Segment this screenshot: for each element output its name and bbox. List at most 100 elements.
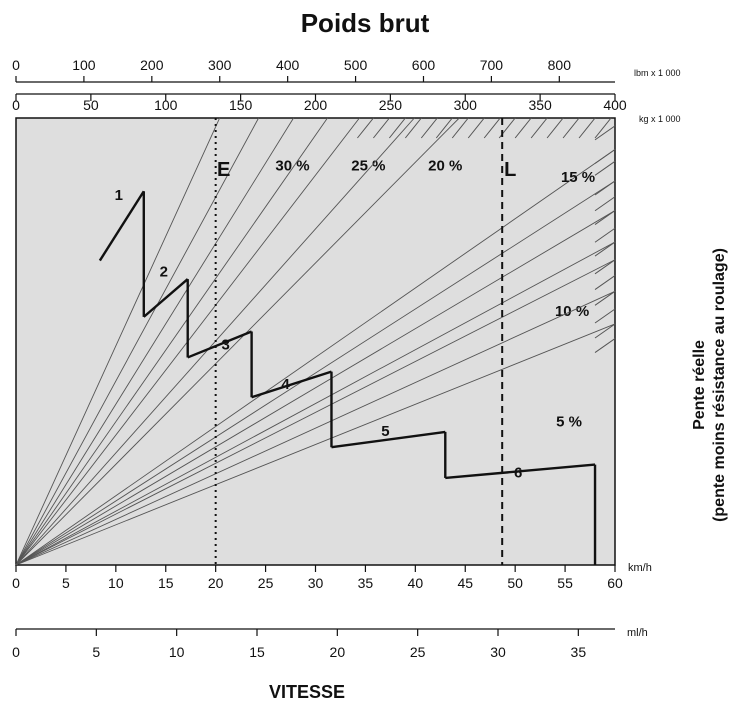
lbm-tick-label: 0 <box>12 57 20 73</box>
gear-curve-1 <box>98 190 145 262</box>
gear-curve-3 <box>187 330 253 359</box>
y-axis-title: Pente réelle (pente moins résistance au … <box>691 248 728 522</box>
kg-tick-label: 350 <box>528 97 552 113</box>
kg-tick-label: 100 <box>154 97 178 113</box>
mph-tick-label: 5 <box>92 644 100 660</box>
marker-label-E: E <box>217 159 230 181</box>
grade-line <box>15 149 616 566</box>
axis-lbm-unit: lbm x 1 000 <box>634 68 681 78</box>
grade-line <box>15 117 460 566</box>
right-tick <box>594 290 616 306</box>
kg-tick-label: 0 <box>12 97 20 113</box>
kmh-tick-label: 50 <box>507 575 523 591</box>
grade-label: 20 % <box>428 157 462 174</box>
gear-label: 2 <box>160 264 168 281</box>
lbm-tick-label: 500 <box>344 57 368 73</box>
kmh-tick-label: 25 <box>258 575 274 591</box>
lbm-tick-label: 100 <box>72 57 96 73</box>
right-tick <box>594 338 616 353</box>
grade-line <box>15 259 616 566</box>
gear-label: 6 <box>514 464 522 481</box>
axis-lbm: lbm x 1 000 0 100 200 300 400 500 600 700 800 <box>12 57 681 83</box>
kmh-tick-label: 0 <box>12 575 20 591</box>
kmh-tick-label: 30 <box>308 575 324 591</box>
top-tick <box>404 117 422 139</box>
kg-tick-label: 300 <box>454 97 478 113</box>
top-tick <box>451 117 469 139</box>
mph-tick-label: 0 <box>12 644 20 660</box>
grade-line <box>15 117 259 566</box>
top-tick <box>546 117 564 139</box>
grade-line <box>15 117 294 566</box>
gear-curve-6 <box>445 463 596 480</box>
lbm-tick-label: 700 <box>480 57 504 73</box>
right-tick <box>594 149 616 164</box>
kmh-tick-label: 10 <box>108 575 124 591</box>
gear-label: 5 <box>381 423 389 440</box>
gear-curve-4 <box>251 370 332 399</box>
right-tick <box>594 125 616 141</box>
right-tick <box>594 227 616 243</box>
mph-tick-label: 35 <box>571 644 587 660</box>
y-axis-title-line2: (pente moins résistance au roulage) <box>711 248 728 522</box>
grade-line <box>15 117 221 566</box>
mph-tick-label: 15 <box>249 644 265 660</box>
gear-curve-5 <box>331 430 446 449</box>
mph-tick-label: 30 <box>490 644 506 660</box>
grade-line <box>15 180 616 566</box>
top-tick <box>530 117 548 139</box>
top-tick <box>514 117 532 139</box>
right-grade-ticks <box>357 117 616 353</box>
grade-line <box>15 241 616 566</box>
grade-label: 15 % <box>561 169 595 186</box>
right-tick <box>594 210 616 225</box>
axis-kmh: km/h 0 5 10 15 20 25 30 35 40 45 50 55 60 <box>12 562 652 591</box>
top-tick <box>388 117 406 139</box>
x-axis-title: VITESSE <box>269 682 345 702</box>
kg-tick-label: 50 <box>83 97 99 113</box>
grade-label: 30 % <box>275 157 309 174</box>
grade-label: 25 % <box>351 157 385 174</box>
top-tick <box>594 117 612 139</box>
grade-lines: 30 % 25 % 20 %15 %10 %5 % <box>15 117 616 566</box>
top-tick <box>578 117 596 139</box>
kmh-tick-label: 35 <box>358 575 374 591</box>
lbm-tick-label: 400 <box>276 57 300 73</box>
right-tick <box>594 259 616 275</box>
right-tick <box>594 275 616 290</box>
kg-tick-label: 200 <box>304 97 328 113</box>
mph-tick-label: 20 <box>330 644 346 660</box>
marker-label-L: L <box>504 159 516 181</box>
kg-tick-label: 400 <box>603 97 627 113</box>
kmh-tick-label: 40 <box>408 575 424 591</box>
top-tick <box>467 117 485 139</box>
top-tick <box>357 117 374 139</box>
y-axis-title-line1: Pente réelle <box>691 340 708 430</box>
kmh-tick-label: 15 <box>158 575 174 591</box>
gear-label: 1 <box>115 187 123 204</box>
kmh-tick-label: 5 <box>62 575 70 591</box>
axis-mph: ml/h 0 5 10 15 20 25 30 35 <box>12 627 648 660</box>
right-tick <box>594 323 616 339</box>
axis-kmh-unit: km/h <box>628 562 652 574</box>
axis-kg-unit: kg x 1 000 <box>639 114 681 124</box>
right-tick <box>594 308 616 324</box>
grade-label: 5 % <box>556 413 582 430</box>
kmh-tick-label: 55 <box>557 575 573 591</box>
axis-kg: kg x 1 000 0 50 100 150 200 250 300 350 400 <box>12 93 681 124</box>
gear-curve-2 <box>143 278 189 318</box>
kg-tick-label: 250 <box>379 97 403 113</box>
top-tick <box>435 117 453 139</box>
right-tick <box>594 180 616 196</box>
mph-tick-label: 10 <box>169 644 185 660</box>
gear-label: 3 <box>221 336 229 353</box>
grade-line <box>15 290 616 566</box>
right-tick <box>594 241 616 257</box>
top-tick <box>373 117 390 139</box>
lbm-tick-label: 300 <box>208 57 232 73</box>
top-tick <box>483 117 501 139</box>
top-tick <box>420 117 438 139</box>
top-tick <box>562 117 580 139</box>
kmh-tick-label: 20 <box>208 575 224 591</box>
